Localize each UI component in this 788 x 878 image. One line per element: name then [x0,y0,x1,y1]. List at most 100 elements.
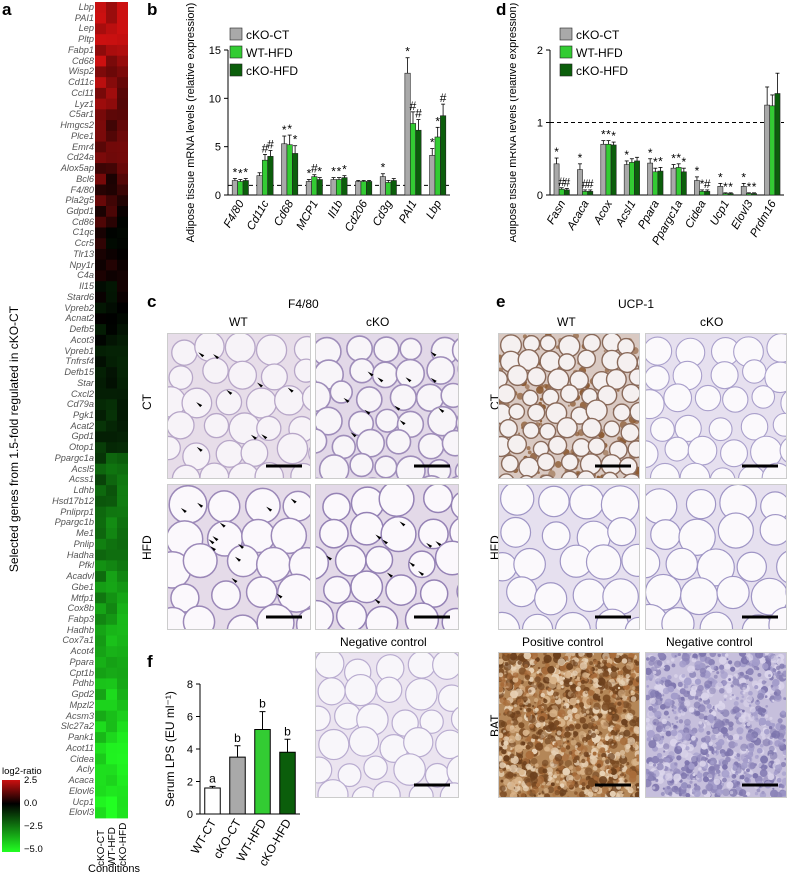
tissue-grain [749,706,756,713]
tissue-grain [683,677,692,686]
heatmap-cell [106,796,117,808]
tissue-grain [543,793,551,797]
heatmap-cell [106,367,117,379]
colorbar-title: log2-ratio [2,766,42,777]
tissue-grain [567,404,570,407]
tissue-grain [618,680,626,687]
tissue-grain [595,664,599,668]
tissue-grain [604,656,608,660]
tissue-grain [524,384,530,390]
adipocyte [513,547,546,581]
heatmap-xlabel: Conditions [88,863,140,875]
tissue-grain [677,653,681,657]
bar [281,143,288,196]
tissue-grain [680,696,685,701]
tissue-grain [685,685,689,689]
tissue-grain [637,786,639,789]
tissue-grain [735,785,741,792]
arrowhead-marker [212,536,219,542]
tissue-grain [755,705,762,712]
heatmap-cell [117,238,128,250]
heatmap-cell [117,474,128,486]
tissue-grain [601,756,606,761]
tissue-grain [524,674,531,680]
heatmap-cell [117,571,128,583]
adipocyte [441,607,458,629]
tissue-grain [706,730,711,735]
panel-e-col-wt: WT [557,315,576,329]
category-label: Il1b [326,198,346,221]
tissue-grain [579,662,588,670]
tissue-grain [716,789,723,796]
heatmap-cell [117,163,128,175]
tissue-grain [700,747,708,756]
adipocyte [518,456,540,478]
tissue-grain [584,658,589,663]
adipocyte [181,387,213,419]
adipocyte [772,412,786,437]
tissue-grain [755,653,764,659]
bar [587,191,594,196]
bar [657,170,664,196]
tissue-grain [515,783,519,787]
tissue-grain [634,666,639,674]
tissue-grain [512,676,519,683]
tissue-grain [605,759,610,765]
arrowhead-marker [261,434,268,440]
tissue-grain [549,676,558,685]
tissue-grain [771,723,776,727]
adipocyte [541,521,571,551]
heatmap-cell [117,313,128,325]
legend-swatch [229,63,243,77]
tissue-grain [534,676,541,683]
heatmap-gene-label: Acot3 [70,334,95,345]
heatmap-cell [117,667,128,679]
tissue-grain [665,725,671,731]
heatmap-cell [106,742,117,754]
bar [764,104,771,196]
heatmap-gene-label: Lbp [78,2,94,12]
adipocyte [318,518,349,549]
heatmap-gene-label: C5ar1 [68,109,94,120]
heatmap-cell [95,141,106,153]
tissue-grain [658,758,664,764]
significance-mark: * [671,152,676,166]
heatmap-cell [106,549,117,561]
heatmap-cell [95,549,106,561]
heatmap-gene-label: Ccl11 [71,87,94,98]
tissue-grain [728,741,736,749]
bar [366,181,373,196]
tissue-grain [547,734,553,740]
chart-f: Serum LPS (EU ml⁻¹)02468aWT-CTbcKO-CTbWT… [163,679,300,869]
tissue-grain [528,723,535,729]
tissue-grain [517,432,521,435]
tissue-grain [587,778,596,787]
tissue-grain [544,738,551,745]
heatmap-cell [117,614,128,626]
heatmap-gene-label: Mtfp1 [71,592,94,603]
heatmap-cell [106,152,117,164]
heatmap-cell [117,442,128,454]
tissue-grain [555,664,560,668]
adipocyte [316,705,331,732]
tissue-grain [594,688,601,695]
tissue-grain [743,771,747,775]
adipocyte [454,463,458,478]
heatmap-cell [106,667,117,679]
heatmap-cell [95,753,106,765]
tissue-grain [522,785,529,792]
adipocyte [519,474,534,478]
adipocyte [301,385,310,411]
tissue-grain [734,660,741,668]
adipocyte [696,548,735,587]
adipocyte [227,360,258,390]
tissue-grain [610,719,613,722]
heatmap-cell [95,796,106,808]
tissue-grain [784,757,786,761]
tissue-grain [518,768,525,776]
heatmap-cell [117,345,128,357]
heatmap-gene-label: Wisp2 [68,66,94,77]
tissue-grain [584,680,588,684]
tissue-grain [545,743,554,752]
tissue-grain [518,780,521,784]
